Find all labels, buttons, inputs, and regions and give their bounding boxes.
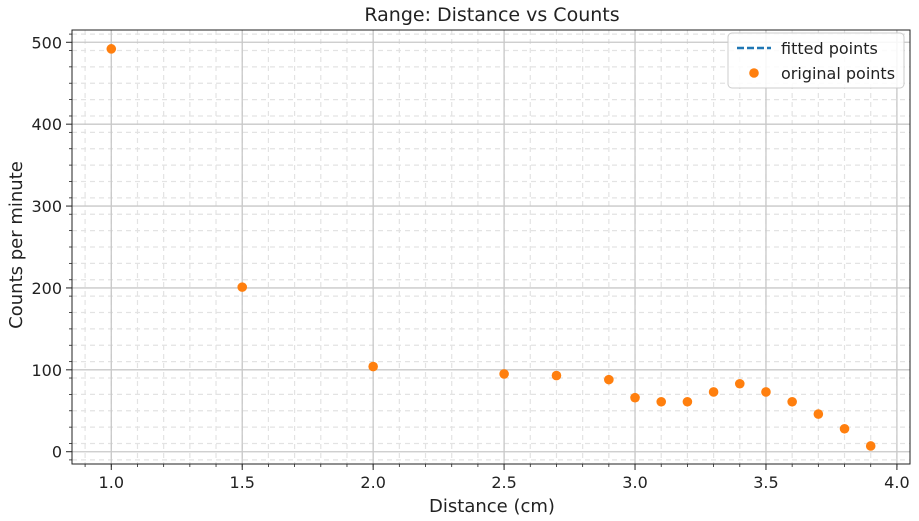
x-tick-label: 2.5 <box>491 473 516 492</box>
y-tick-label: 200 <box>31 279 62 298</box>
data-point <box>551 370 562 381</box>
data-point <box>813 409 824 419</box>
data-point <box>604 374 614 385</box>
x-axis-title: Distance (cm) <box>429 496 555 517</box>
data-point <box>656 396 667 407</box>
data-point <box>106 44 117 54</box>
data-point <box>682 396 693 407</box>
y-tick-label: 300 <box>31 197 62 216</box>
y-tick-label: 100 <box>31 361 62 380</box>
y-axis-title: Counts per minute <box>6 161 27 329</box>
chart-title: Range: Distance vs Counts <box>364 4 619 26</box>
x-tick-label: 4.0 <box>884 473 909 492</box>
data-point <box>787 396 797 407</box>
legend-label-original-points: original points <box>781 64 895 83</box>
data-point <box>761 387 771 397</box>
data-point <box>839 423 850 434</box>
legend-swatch-original-points <box>749 68 759 78</box>
data-point <box>708 387 719 397</box>
legend: fitted points original points <box>727 32 905 89</box>
x-tick-label: 3.0 <box>622 473 647 492</box>
legend-label-fitted-points: fitted points <box>781 39 878 58</box>
data-point <box>630 392 640 403</box>
data-point <box>865 441 876 451</box>
y-tick-label: 500 <box>31 33 62 52</box>
data-point <box>734 378 745 389</box>
x-tick-labels: 1.0 1.5 2.0 2.5 3.0 3.5 4.0 <box>99 473 910 492</box>
x-tick-label: 1.0 <box>99 473 124 492</box>
data-point <box>499 369 509 379</box>
minor-grid <box>72 30 910 464</box>
y-tick-label: 0 <box>52 443 62 462</box>
data-point <box>368 361 378 372</box>
data-point <box>237 282 248 292</box>
y-tick-labels: 0 100 200 300 400 500 <box>31 33 62 461</box>
data-points <box>106 44 876 451</box>
x-tick-label: 2.0 <box>360 473 385 492</box>
major-grid <box>72 30 910 464</box>
axis-ticks <box>66 33 898 470</box>
legend-box <box>727 32 905 89</box>
y-tick-label: 400 <box>31 115 62 134</box>
x-tick-label: 1.5 <box>229 473 254 492</box>
x-tick-label: 3.5 <box>753 473 778 492</box>
